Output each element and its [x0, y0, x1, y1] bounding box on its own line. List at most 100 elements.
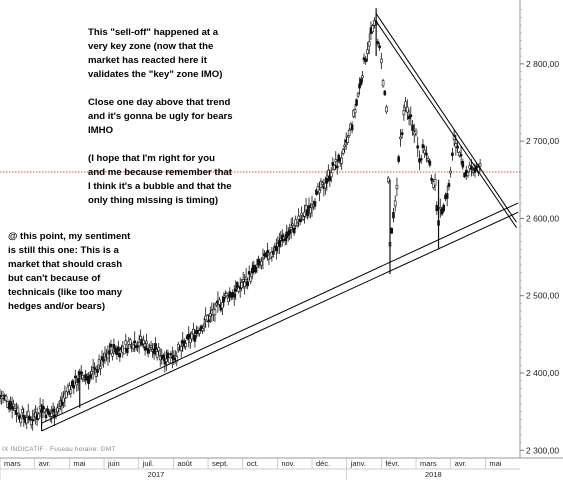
candle-body: [261, 257, 265, 261]
candle-body: [234, 288, 238, 292]
candle-body: [46, 408, 49, 412]
candle-body: [260, 261, 263, 266]
candle-body: [125, 348, 129, 354]
candle-body: [278, 240, 281, 247]
candle-body: [404, 101, 407, 108]
candle-body: [190, 333, 194, 340]
candle-body: [148, 347, 151, 350]
candle-body: [57, 406, 61, 409]
candle-body: [346, 136, 349, 143]
candle-body: [243, 281, 246, 287]
candle-body: [65, 391, 68, 398]
candle-body: [449, 170, 452, 174]
candle-body: [376, 41, 380, 45]
candle-body: [155, 351, 159, 358]
candle-body: [193, 335, 197, 342]
candle-body: [209, 313, 212, 317]
candle-body: [341, 149, 345, 154]
candle-body: [187, 333, 191, 340]
candle-body: [79, 371, 83, 374]
candle-body: [400, 132, 404, 136]
candle-body: [454, 143, 458, 148]
candle-body: [316, 186, 320, 192]
candle-body: [425, 152, 428, 156]
candle-body: [337, 154, 341, 162]
candle-body: [430, 177, 433, 181]
candle-body: [406, 106, 409, 113]
candle-body: [16, 407, 20, 414]
candle-body: [4, 395, 8, 401]
candle-body: [395, 184, 399, 189]
candle-body: [283, 238, 287, 242]
candle-body: [315, 189, 318, 195]
candle-body: [419, 158, 423, 161]
y-tick-label: 2 700,00: [526, 136, 559, 146]
candle-body: [213, 309, 217, 316]
candle-body: [9, 401, 12, 407]
candle-body: [149, 345, 153, 348]
candle-body: [97, 359, 101, 366]
candle-body: [247, 271, 251, 275]
candle-body: [50, 412, 54, 417]
candle-body: [292, 227, 296, 234]
candle-body: [88, 374, 92, 379]
candle-body: [300, 212, 303, 216]
month-label: déc.: [316, 459, 330, 468]
candle-body: [330, 172, 333, 178]
candle-body: [304, 205, 308, 211]
top-annotation: This "sell-off" happened at a very key z…: [88, 27, 233, 206]
candle-body: [327, 169, 330, 177]
candle-body: [96, 369, 99, 373]
candle-body: [378, 45, 381, 49]
candle-body: [93, 367, 96, 370]
candle-body: [179, 346, 183, 352]
candle-body: [359, 78, 363, 85]
y-tick-label: 2 500,00: [526, 291, 559, 301]
candle-body: [43, 408, 46, 413]
candle-body: [288, 229, 292, 235]
candle-body: [37, 413, 40, 419]
year-label: 2018: [425, 470, 442, 479]
candle-body: [340, 157, 344, 164]
month-label: oct.: [247, 459, 259, 468]
candle-body: [29, 419, 33, 426]
candle-body: [169, 353, 173, 356]
candle-body: [364, 58, 368, 63]
candle-body: [90, 371, 93, 375]
candle-body: [328, 175, 332, 181]
candle-body: [397, 156, 400, 162]
candle-body: [461, 160, 465, 168]
candle-body: [106, 352, 110, 359]
candle-body: [139, 335, 142, 340]
candle-body: [128, 339, 132, 345]
candle-body: [295, 222, 299, 226]
month-label: févr.: [385, 459, 399, 468]
candle-body: [433, 179, 437, 186]
month-label: mars: [420, 459, 437, 468]
candle-body: [76, 378, 80, 384]
candle-body: [44, 414, 48, 418]
candle-body: [407, 115, 411, 120]
candle-body: [81, 375, 85, 380]
candle-body: [411, 124, 414, 131]
month-label: janv.: [350, 459, 366, 468]
candle-body: [289, 227, 293, 230]
candle-body: [118, 353, 122, 358]
candle-body: [393, 200, 397, 207]
candle-body: [117, 346, 120, 352]
month-label: mai: [73, 459, 85, 468]
candle-body: [355, 99, 358, 106]
candle-body: [350, 124, 354, 131]
candle-body: [324, 182, 327, 189]
candle-body: [367, 41, 371, 47]
candle-body: [435, 205, 439, 212]
candle-body: [291, 223, 294, 226]
left-annotation: @ this point, my sentiment is still this…: [8, 231, 131, 312]
month-label: juin: [107, 459, 120, 468]
candle-body: [298, 218, 302, 223]
candle-body: [232, 293, 236, 298]
y-tick-label: 2 300,00: [526, 445, 559, 455]
candle-body: [246, 281, 249, 287]
trendline-descending-2: [375, 21, 517, 228]
candle-body: [282, 236, 286, 240]
